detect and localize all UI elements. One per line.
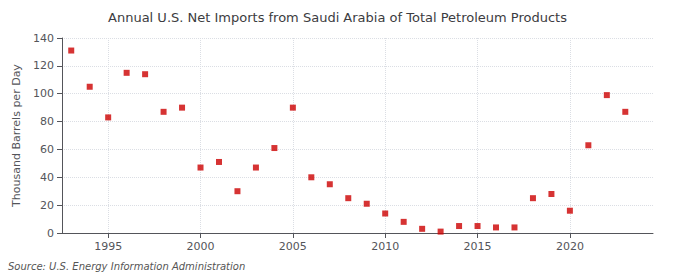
svg-text:2010: 2010	[371, 240, 399, 253]
svg-text:0: 0	[47, 227, 54, 240]
svg-text:60: 60	[40, 143, 54, 156]
svg-text:120: 120	[33, 59, 54, 72]
svg-text:Annual U.S. Net Imports from S: Annual U.S. Net Imports from Saudi Arabi…	[108, 10, 567, 25]
svg-text:100: 100	[33, 87, 54, 100]
svg-text:40: 40	[40, 171, 54, 184]
svg-text:2020: 2020	[556, 240, 584, 253]
svg-text:140: 140	[33, 32, 54, 45]
svg-text:2000: 2000	[187, 240, 215, 253]
svg-text:20: 20	[40, 199, 54, 212]
svg-text:Source: U.S. Energy Informatio: Source: U.S. Energy Information Administ…	[8, 261, 245, 272]
svg-text:1995: 1995	[94, 240, 122, 253]
svg-text:2015: 2015	[464, 240, 492, 253]
svg-text:80: 80	[40, 115, 54, 128]
svg-text:2005: 2005	[279, 240, 307, 253]
svg-text:Thousand Barrels per Day: Thousand Barrels per Day	[10, 64, 23, 208]
